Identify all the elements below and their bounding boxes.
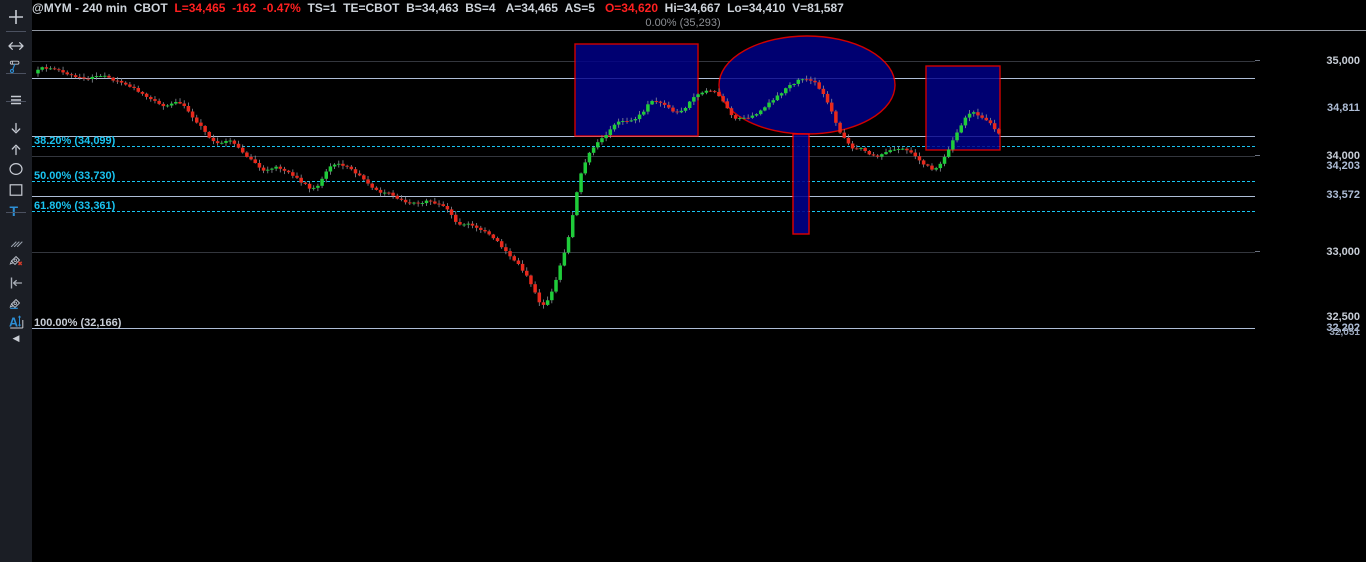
svg-text:T: T xyxy=(10,203,19,219)
